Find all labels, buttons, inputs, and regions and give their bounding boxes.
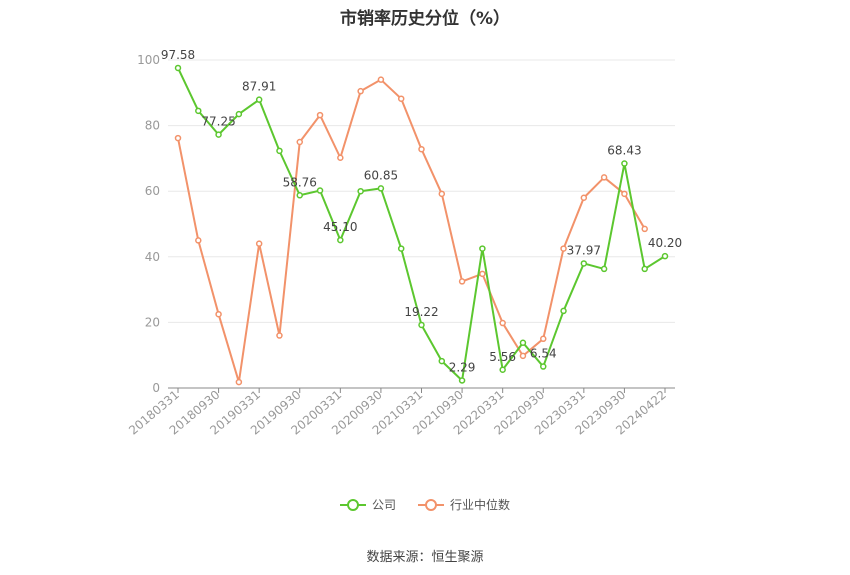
- data-point-industry: [479, 270, 486, 278]
- data-point-company: [296, 192, 303, 199]
- data-point-industry: [499, 319, 506, 327]
- data-point-industry: [621, 190, 628, 198]
- data-point-company: [418, 321, 425, 329]
- data-point-industry: [458, 278, 466, 285]
- data-point-industry: [215, 310, 222, 318]
- source-note: 数据来源：恒生聚源: [366, 550, 484, 565]
- data-point-company: [174, 64, 182, 72]
- legend-company-marker-icon: [339, 498, 366, 512]
- data-point-industry: [255, 240, 263, 247]
- data-point-industry: [195, 237, 202, 244]
- series-line-company: [177, 67, 666, 382]
- legend: 公司 行业中位数: [0, 496, 850, 513]
- data-point-company: [661, 252, 669, 260]
- data-point-company: [540, 363, 547, 370]
- data-point-industry: [235, 378, 243, 386]
- data-label: 2.29: [449, 360, 476, 374]
- data-point-company: [276, 147, 283, 155]
- data-point-company: [357, 187, 364, 195]
- data-point-company: [316, 187, 324, 194]
- data-point-company: [499, 366, 506, 374]
- data-point-industry: [337, 154, 344, 161]
- data-label: 6.54: [530, 347, 557, 361]
- data-point-company: [458, 377, 466, 384]
- data-point-company: [621, 160, 628, 167]
- data-point-industry: [377, 76, 385, 83]
- legend-company-label: 公司: [371, 498, 396, 512]
- y-tick-label: 100: [137, 53, 160, 67]
- data-point-industry: [316, 111, 324, 119]
- data-point-company: [337, 236, 344, 244]
- data-point-company: [600, 265, 608, 273]
- data-point-industry: [418, 145, 425, 153]
- data-point-industry: [296, 138, 303, 146]
- data-point-industry: [560, 245, 567, 252]
- data-point-company: [235, 110, 243, 118]
- data-label: 68.43: [607, 144, 641, 158]
- data-point-industry: [357, 87, 364, 95]
- data-label: 97.58: [161, 48, 195, 62]
- data-point-company: [397, 245, 405, 252]
- data-point-company: [438, 357, 446, 365]
- data-point-industry: [519, 352, 527, 360]
- data-label: 37.97: [567, 243, 601, 257]
- data-point-company: [560, 307, 567, 315]
- data-point-company: [377, 185, 385, 192]
- data-point-company: [255, 96, 263, 103]
- data-point-industry: [580, 194, 588, 202]
- data-label: 45.10: [323, 220, 357, 234]
- data-label: 58.76: [283, 175, 317, 189]
- chart-title: 市销率历史分位（%）: [339, 9, 511, 29]
- legend-industry-label: 行业中位数: [450, 498, 511, 512]
- data-label: 40.20: [648, 236, 682, 250]
- data-point-industry: [641, 225, 648, 233]
- data-point-company: [580, 260, 588, 267]
- series-line-industry: [177, 78, 646, 384]
- data-point-industry: [540, 335, 547, 343]
- data-label: 19.22: [404, 305, 438, 319]
- data-label: 5.56: [489, 350, 516, 364]
- data-point-company: [641, 265, 648, 273]
- data-point-industry: [438, 190, 446, 198]
- legend-item-industry[interactable]: 行业中位数: [418, 496, 510, 513]
- y-tick-label: 0: [152, 381, 160, 395]
- data-point-industry: [600, 174, 608, 181]
- data-point-industry: [397, 95, 405, 102]
- y-tick-label: 80: [145, 119, 160, 133]
- y-tick-label: 20: [145, 315, 160, 329]
- y-tick-label: 40: [145, 250, 160, 264]
- y-tick-label: 60: [145, 184, 160, 198]
- data-label: 77.25: [201, 115, 235, 129]
- data-point-company: [519, 339, 527, 346]
- data-point-company: [479, 245, 486, 252]
- legend-industry-marker-icon: [418, 498, 444, 512]
- legend-item-company[interactable]: 公司: [339, 496, 396, 513]
- data-point-company: [215, 131, 222, 138]
- data-point-company: [195, 107, 202, 115]
- data-point-industry: [174, 134, 182, 142]
- data-point-industry: [276, 332, 283, 339]
- data-label: 87.91: [242, 80, 276, 94]
- data-label: 60.85: [364, 168, 398, 182]
